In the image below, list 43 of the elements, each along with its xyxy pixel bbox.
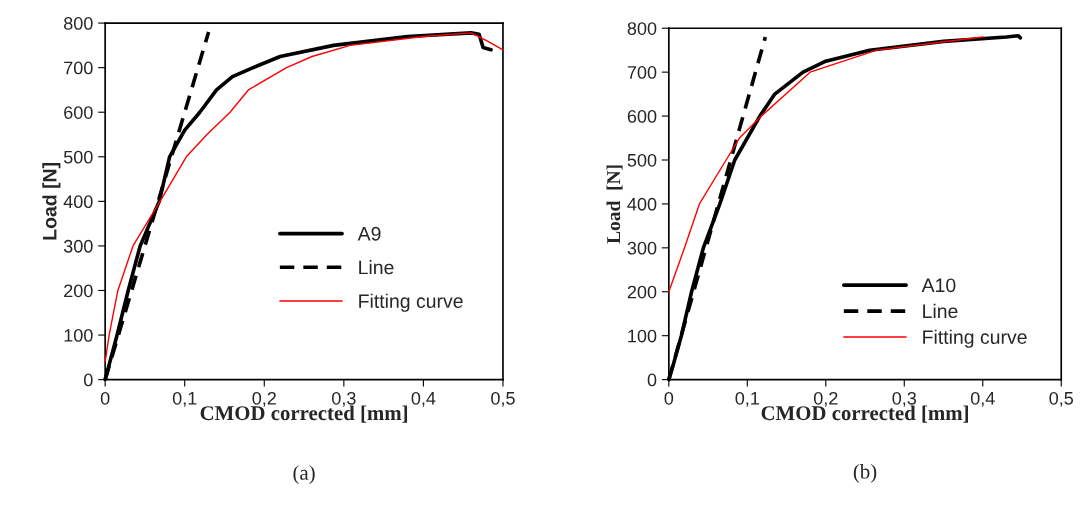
y-tick-label: 800 bbox=[627, 22, 657, 35]
x-tick-label: 0,1 bbox=[735, 391, 759, 407]
line-series bbox=[668, 36, 984, 293]
x-tick-label: 0,5 bbox=[491, 391, 515, 407]
y-tick-label: 300 bbox=[63, 239, 93, 253]
y-tick-label: 700 bbox=[627, 66, 657, 79]
y-tick-label: 100 bbox=[64, 328, 93, 342]
y-axis-title: Load [N] bbox=[42, 163, 61, 240]
x-tick-label: 0,4 bbox=[970, 391, 995, 407]
y-tick-label: 500 bbox=[63, 150, 93, 164]
x-tick-label: 0,3 bbox=[892, 391, 917, 407]
y-axis-title: Load [N] bbox=[606, 165, 623, 244]
y-tick-label: 400 bbox=[63, 195, 93, 209]
text: (a) bbox=[293, 465, 315, 485]
y-tick-label: 200 bbox=[627, 285, 657, 299]
x-tick-label: 0 bbox=[100, 391, 110, 405]
x-tick-label: 0 bbox=[664, 391, 674, 405]
y-tick-label: 500 bbox=[627, 153, 657, 167]
y-tick-label: 100 bbox=[628, 329, 657, 343]
y-tick-label: 200 bbox=[64, 284, 93, 298]
y-tick-label: 600 bbox=[64, 106, 93, 119]
x-tick-label: 0,2 bbox=[252, 391, 276, 407]
x-tick-label: 0,3 bbox=[332, 391, 356, 407]
y-tick-label: 700 bbox=[64, 61, 93, 75]
y-tick-label: 600 bbox=[627, 110, 657, 123]
legend-label: Fitting curve bbox=[923, 329, 1027, 348]
x-tick-label: 0,5 bbox=[1049, 391, 1074, 407]
x-axis-title: CMOD corrected [mm] bbox=[761, 405, 968, 423]
legend-label: A10 bbox=[921, 278, 956, 293]
x-tick-label: 0,2 bbox=[813, 391, 838, 407]
text: (b) bbox=[853, 463, 877, 483]
y-tick-label: 300 bbox=[627, 241, 657, 255]
legend-label: Line bbox=[359, 260, 394, 275]
x-axis-title: CMOD corrected [mm] bbox=[200, 405, 408, 423]
y-tick-label: 0 bbox=[84, 373, 93, 387]
y-tick-label: 400 bbox=[627, 197, 657, 211]
legend-label: A9 bbox=[357, 226, 381, 241]
legend-label: Line bbox=[923, 303, 958, 319]
y-tick-label: 0 bbox=[647, 373, 657, 387]
x-tick-label: 0,1 bbox=[172, 391, 197, 407]
y-tick-label: 800 bbox=[64, 17, 93, 30]
legend-label: Fitting curve bbox=[359, 293, 463, 312]
x-tick-label: 0,4 bbox=[411, 391, 436, 407]
